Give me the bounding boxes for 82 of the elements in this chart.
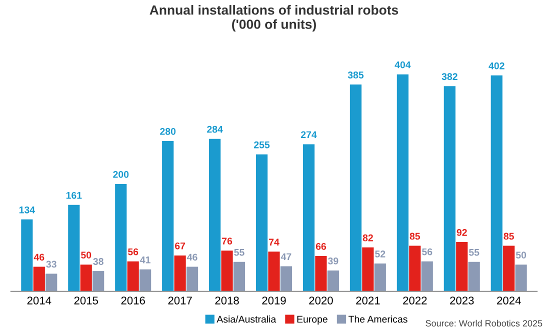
x-tick-label: 2016 <box>121 296 145 304</box>
data-label: 56 <box>128 248 138 256</box>
data-label: 46 <box>34 254 44 261</box>
data-label: 284 <box>207 126 223 133</box>
data-label: 55 <box>468 249 480 256</box>
bar <box>221 250 233 292</box>
bar <box>80 264 92 292</box>
bar <box>68 204 80 292</box>
x-tick-label: 2023 <box>450 296 474 304</box>
data-label: 92 <box>456 229 467 236</box>
data-label: 280 <box>160 128 176 135</box>
data-label: 41 <box>140 256 150 264</box>
bar <box>468 262 480 292</box>
bar <box>46 274 58 292</box>
data-label: 46 <box>187 254 198 261</box>
bar <box>362 247 374 292</box>
bar <box>302 144 315 292</box>
bar <box>280 266 292 292</box>
bar <box>327 270 339 292</box>
data-label: 161 <box>66 192 82 199</box>
data-label: 385 <box>348 72 364 78</box>
bar <box>33 266 45 292</box>
legend-label: Asia/Australia <box>216 316 276 323</box>
bar <box>503 246 515 292</box>
bar <box>396 74 409 292</box>
bar <box>233 262 246 292</box>
x-tick-label: 2020 <box>309 296 333 304</box>
bar <box>515 264 527 292</box>
source-note: Source: World Robotics 2025 <box>426 320 542 327</box>
bar <box>139 269 152 292</box>
data-label: 85 <box>504 232 514 240</box>
bar <box>444 86 456 292</box>
bar <box>268 252 280 292</box>
bar <box>409 246 421 292</box>
bar <box>174 255 186 292</box>
data-label: 134 <box>19 206 35 214</box>
x-tick-label: 2024 <box>497 296 521 304</box>
bar <box>115 184 127 292</box>
bar <box>256 154 268 292</box>
data-label: 274 <box>300 131 317 138</box>
data-label: 50 <box>516 252 526 258</box>
data-label: 76 <box>222 238 232 245</box>
bar <box>374 264 386 292</box>
data-label: 39 <box>328 258 338 264</box>
bar <box>456 242 468 292</box>
x-tick-label: 2017 <box>168 296 192 304</box>
bar <box>127 261 139 292</box>
data-label: 82 <box>362 234 373 242</box>
data-label: 85 <box>410 232 420 240</box>
data-label: 52 <box>375 250 386 258</box>
data-label: 255 <box>254 141 270 148</box>
bar <box>490 75 502 292</box>
bar <box>92 271 104 292</box>
bar <box>315 256 327 292</box>
bar <box>421 261 433 292</box>
x-tick-label: 2018 <box>215 296 239 304</box>
bar <box>162 140 174 292</box>
x-tick-label: 2014 <box>27 296 52 304</box>
bar <box>350 84 362 292</box>
data-label: 56 <box>422 248 432 256</box>
data-label: 66 <box>316 243 326 250</box>
x-tick-label: 2015 <box>74 296 98 304</box>
data-label: 55 <box>234 249 244 256</box>
data-label: 38 <box>93 258 104 265</box>
legend-label: Europe <box>297 316 328 325</box>
data-label: 50 <box>81 252 92 258</box>
x-tick-label: 2021 <box>356 296 380 304</box>
data-label: 200 <box>113 170 129 178</box>
bar <box>186 266 198 292</box>
bar <box>209 138 221 292</box>
data-label: 382 <box>442 73 458 80</box>
data-label: 47 <box>280 253 292 260</box>
data-label: 402 <box>488 62 504 70</box>
x-tick-label: 2019 <box>262 296 286 304</box>
data-label: 74 <box>269 238 280 246</box>
data-label: 404 <box>394 61 411 68</box>
x-tick-label: 2022 <box>403 296 427 304</box>
data-label: 33 <box>46 260 56 268</box>
chart-title: Annual installations of industrial robots ('000 of units) <box>150 5 398 32</box>
data-label: 67 <box>175 242 186 250</box>
legend-label: The Americas <box>348 316 408 323</box>
bar <box>21 219 33 292</box>
